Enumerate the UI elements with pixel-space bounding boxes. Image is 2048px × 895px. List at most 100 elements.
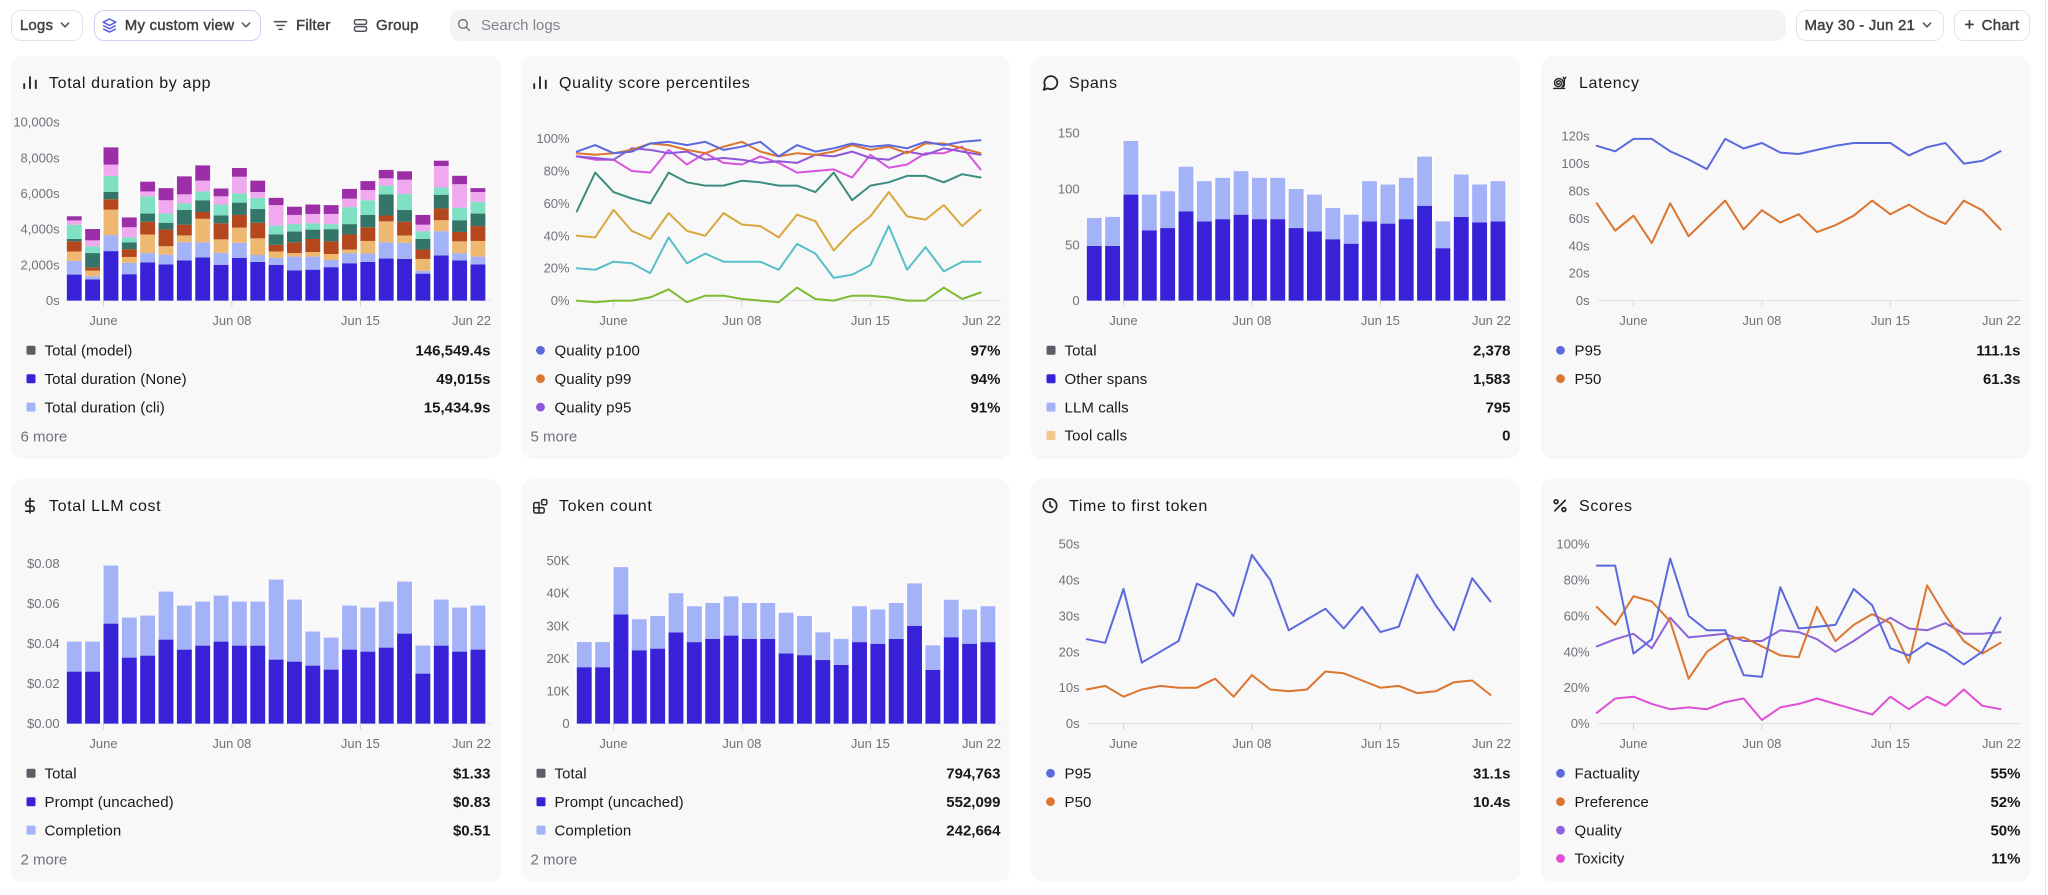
- svg-text:60%: 60%: [1563, 608, 1589, 623]
- svg-text:2 more: 2 more: [530, 851, 577, 868]
- svg-text:Total duration (cli): Total duration (cli): [45, 399, 165, 416]
- svg-text:$0.51: $0.51: [453, 822, 491, 839]
- svg-text:2 more: 2 more: [21, 851, 68, 868]
- svg-text:5 more: 5 more: [530, 428, 577, 445]
- svg-text:Preference: Preference: [1574, 794, 1648, 811]
- svg-text:20%: 20%: [1563, 680, 1589, 695]
- svg-text:31.1s: 31.1s: [1473, 766, 1511, 783]
- svg-text:Latency: Latency: [1579, 75, 1640, 92]
- svg-text:Jun 22: Jun 22: [962, 736, 1001, 751]
- svg-text:40%: 40%: [543, 228, 569, 243]
- svg-text:0s: 0s: [1576, 293, 1590, 308]
- svg-text:Jun 08: Jun 08: [1742, 736, 1781, 751]
- svg-text:10,000s: 10,000s: [14, 115, 61, 130]
- svg-text:552,099: 552,099: [946, 794, 1000, 811]
- svg-text:Prompt (uncached): Prompt (uncached): [45, 794, 174, 811]
- svg-text:80%: 80%: [1563, 573, 1589, 588]
- svg-text:30s: 30s: [1058, 608, 1079, 623]
- svg-text:P95: P95: [1064, 766, 1091, 783]
- svg-text:Jun 08: Jun 08: [722, 736, 761, 751]
- svg-text:91%: 91%: [970, 399, 1000, 416]
- svg-text:June: June: [90, 313, 118, 328]
- svg-text:49,015s: 49,015s: [437, 371, 491, 388]
- svg-text:Total: Total: [1064, 343, 1096, 360]
- svg-text:Jun 22: Jun 22: [452, 313, 491, 328]
- svg-text:242,664: 242,664: [946, 822, 1001, 839]
- svg-text:10s: 10s: [1058, 680, 1079, 695]
- svg-text:Jun 08: Jun 08: [213, 313, 252, 328]
- svg-text:Jun 08: Jun 08: [1232, 313, 1271, 328]
- svg-text:2,000s: 2,000s: [21, 257, 61, 272]
- svg-text:40K: 40K: [546, 586, 569, 601]
- svg-text:20%: 20%: [543, 261, 569, 276]
- svg-text:15,434.9s: 15,434.9s: [424, 399, 491, 416]
- svg-text:Jun 22: Jun 22: [962, 313, 1001, 328]
- svg-text:Jun 15: Jun 15: [851, 736, 890, 751]
- svg-text:100: 100: [1058, 182, 1080, 197]
- svg-text:June: June: [1619, 313, 1647, 328]
- svg-text:Quality: Quality: [1574, 822, 1622, 839]
- svg-text:Jun 22: Jun 22: [1982, 313, 2021, 328]
- svg-text:Jun 22: Jun 22: [452, 736, 491, 751]
- svg-text:60s: 60s: [1568, 211, 1589, 226]
- svg-text:100%: 100%: [536, 131, 570, 146]
- svg-text:55%: 55%: [1990, 766, 2020, 783]
- svg-text:Spans: Spans: [1069, 75, 1118, 92]
- svg-text:30K: 30K: [546, 618, 569, 633]
- svg-text:0s: 0s: [1066, 716, 1080, 731]
- svg-text:Jun 15: Jun 15: [1871, 313, 1910, 328]
- svg-text:80%: 80%: [543, 164, 569, 179]
- svg-text:Time to first token: Time to first token: [1069, 498, 1208, 515]
- svg-text:20K: 20K: [546, 651, 569, 666]
- svg-text:6 more: 6 more: [21, 428, 68, 445]
- svg-text:Jun 15: Jun 15: [341, 313, 380, 328]
- svg-text:June: June: [1109, 313, 1137, 328]
- svg-text:4,000s: 4,000s: [21, 222, 61, 237]
- svg-text:$0.00: $0.00: [27, 716, 60, 731]
- svg-text:Total (model): Total (model): [45, 343, 133, 360]
- svg-text:Total duration (None): Total duration (None): [45, 371, 187, 388]
- svg-text:10.4s: 10.4s: [1473, 794, 1511, 811]
- svg-text:10K: 10K: [546, 684, 569, 699]
- svg-text:8,000s: 8,000s: [21, 150, 61, 165]
- svg-text:June: June: [599, 736, 627, 751]
- svg-text:Jun 15: Jun 15: [1361, 313, 1400, 328]
- svg-text:94%: 94%: [970, 371, 1000, 388]
- svg-text:Total: Total: [45, 766, 77, 783]
- svg-text:$1.33: $1.33: [453, 766, 491, 783]
- svg-text:Token count: Token count: [559, 498, 652, 515]
- svg-text:40s: 40s: [1058, 573, 1079, 588]
- svg-text:Quality score percentiles: Quality score percentiles: [559, 75, 750, 92]
- svg-text:Quality p99: Quality p99: [554, 371, 631, 388]
- svg-text:Completion: Completion: [45, 822, 122, 839]
- svg-text:Total LLM cost: Total LLM cost: [49, 498, 161, 515]
- svg-text:20s: 20s: [1058, 644, 1079, 659]
- svg-text:Quality p95: Quality p95: [554, 399, 631, 416]
- svg-text:0s: 0s: [46, 293, 60, 308]
- svg-text:Other spans: Other spans: [1064, 371, 1147, 388]
- svg-text:Jun 15: Jun 15: [1871, 736, 1910, 751]
- svg-text:50s: 50s: [1058, 537, 1079, 552]
- svg-text:120s: 120s: [1561, 129, 1590, 144]
- svg-text:0: 0: [1072, 293, 1079, 308]
- svg-text:40%: 40%: [1563, 644, 1589, 659]
- svg-text:0%: 0%: [1570, 716, 1589, 731]
- svg-text:60%: 60%: [543, 196, 569, 211]
- svg-text:6,000s: 6,000s: [21, 186, 61, 201]
- svg-text:Scores: Scores: [1579, 498, 1633, 515]
- svg-text:$0.06: $0.06: [27, 596, 60, 611]
- svg-text:Jun 15: Jun 15: [1361, 736, 1400, 751]
- svg-text:146,549.4s: 146,549.4s: [416, 343, 491, 360]
- svg-text:Jun 08: Jun 08: [1742, 313, 1781, 328]
- svg-text:50%: 50%: [1990, 822, 2020, 839]
- svg-text:Factuality: Factuality: [1574, 766, 1640, 783]
- svg-text:111.1s: 111.1s: [1976, 343, 2020, 360]
- svg-text:2,378: 2,378: [1473, 343, 1511, 360]
- svg-text:June: June: [599, 313, 627, 328]
- svg-text:795: 795: [1485, 399, 1510, 416]
- svg-text:$0.04: $0.04: [27, 636, 60, 651]
- svg-text:Jun 15: Jun 15: [341, 736, 380, 751]
- svg-text:Toxicity: Toxicity: [1574, 851, 1624, 868]
- svg-text:P50: P50: [1064, 794, 1091, 811]
- svg-text:794,763: 794,763: [946, 766, 1000, 783]
